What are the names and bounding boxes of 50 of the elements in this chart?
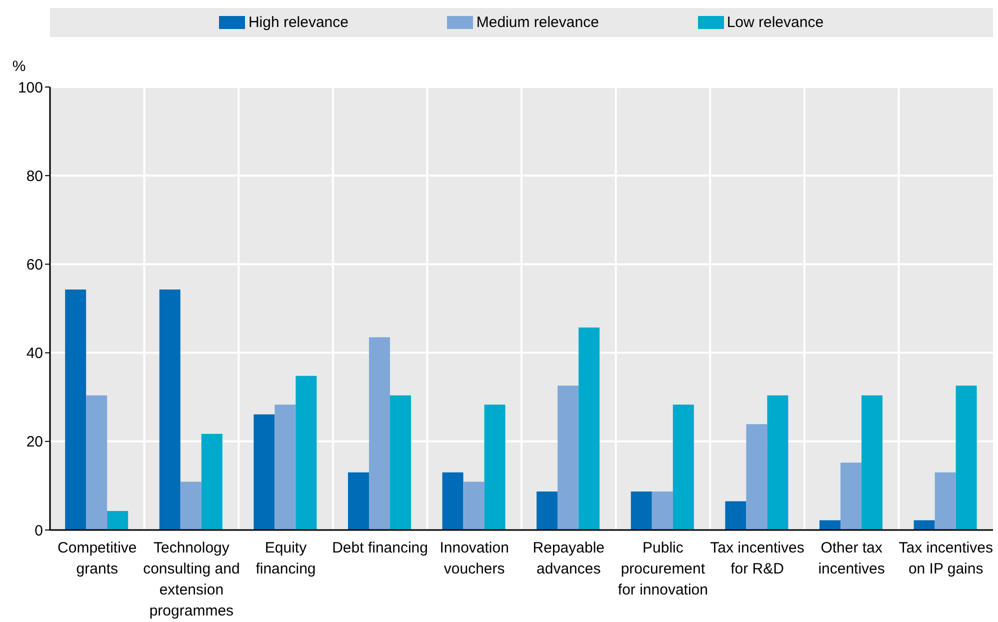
bar — [107, 510, 128, 530]
y-tick-label: 0 — [34, 522, 43, 540]
bar — [725, 501, 746, 530]
bar — [819, 520, 840, 530]
bar — [65, 289, 86, 530]
legend-label: High relevance — [247, 14, 348, 31]
bar — [159, 289, 180, 530]
bar — [463, 482, 484, 530]
bar — [180, 482, 202, 530]
bar — [274, 404, 296, 530]
x-tick-label: Tax incentives for R&D — [710, 540, 804, 578]
bar — [442, 472, 464, 530]
bar — [840, 462, 862, 530]
y-tick-label: 40 — [26, 345, 43, 362]
bar — [578, 328, 600, 530]
bar — [672, 404, 694, 530]
x-tick-label: Repayable advances — [532, 540, 605, 578]
y-tick-label: 80 — [26, 168, 43, 185]
bar — [368, 337, 390, 530]
bar — [536, 491, 558, 530]
bar — [914, 520, 935, 530]
x-tick-label: Technology consulting and extension programmes — [143, 540, 240, 620]
x-tick-label: Equity financing — [256, 540, 316, 578]
bar — [484, 404, 506, 530]
bar — [746, 424, 768, 530]
bar — [201, 434, 222, 530]
x-tick-label: Tax incentives on IP gains — [898, 540, 993, 578]
y-tick-label: 60 — [26, 256, 43, 274]
x-tick-label: Public procurement for innovation — [618, 540, 708, 599]
bar — [861, 395, 882, 530]
bar — [956, 386, 977, 530]
bar — [254, 414, 275, 530]
bar — [558, 386, 579, 530]
bar — [296, 376, 317, 530]
y-tick-label: 20 — [26, 434, 43, 451]
bar — [630, 491, 652, 530]
y-axis-title: % — [12, 58, 26, 75]
bar — [767, 395, 788, 530]
bar — [390, 395, 411, 530]
bar — [652, 491, 673, 530]
x-tick-label: Other tax incentives — [818, 540, 885, 578]
bar — [934, 472, 956, 530]
y-tick-label: 100 — [18, 79, 43, 96]
bar — [86, 395, 108, 530]
x-tick-label: Debt financing — [332, 540, 428, 557]
bar — [348, 472, 369, 530]
x-tick-label: Competitive grants — [58, 540, 137, 578]
x-tick-label: Innovation vouchers — [440, 540, 509, 578]
legend-label: Medium relevance — [475, 14, 599, 31]
legend-label: Low relevance — [726, 14, 824, 31]
